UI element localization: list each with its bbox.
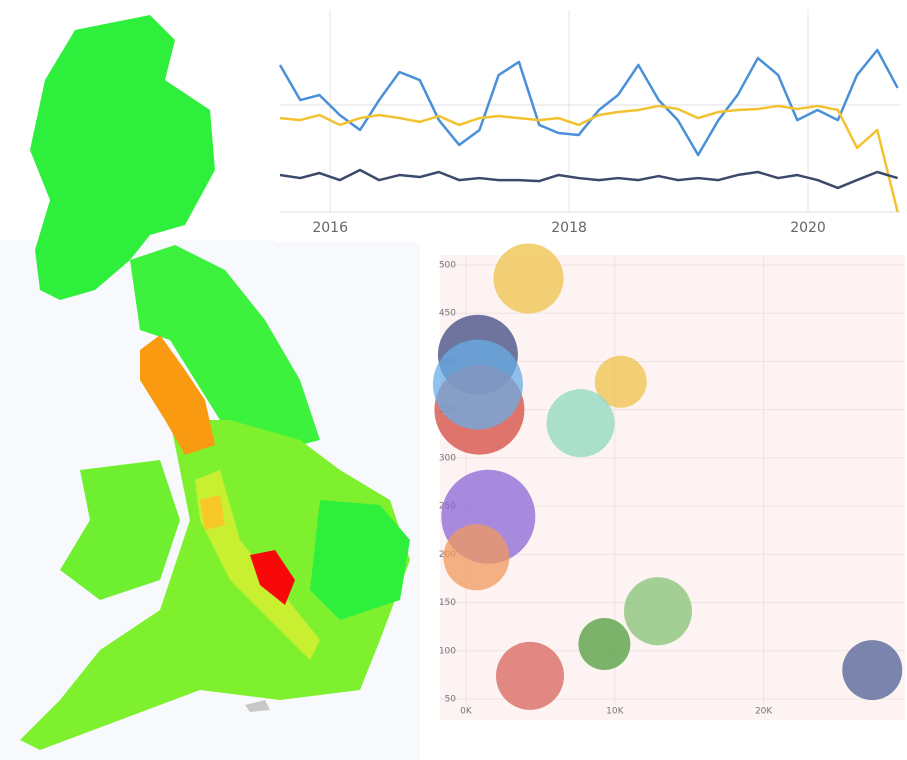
plot-background bbox=[440, 255, 905, 720]
x-tick-label: 2020 bbox=[790, 220, 826, 236]
y-tick-label: 50 bbox=[445, 695, 457, 705]
region-amber bbox=[200, 495, 225, 530]
bubble bbox=[441, 469, 536, 564]
y-tick-label: 200 bbox=[439, 550, 456, 560]
series-line bbox=[278, 48, 899, 157]
y-tick-label: 300 bbox=[439, 453, 456, 463]
y-tick-label: 150 bbox=[439, 598, 456, 608]
y-tick-label: 500 bbox=[439, 261, 456, 271]
bubble bbox=[594, 355, 647, 408]
x-tick-label: 0K bbox=[460, 707, 473, 717]
bubble bbox=[578, 618, 631, 671]
region-red bbox=[250, 550, 295, 605]
bubble bbox=[443, 524, 510, 591]
x-tick-label: 2018 bbox=[551, 220, 587, 236]
region-grey bbox=[245, 700, 270, 712]
region-england bbox=[20, 420, 410, 750]
y-tick-label: 400 bbox=[439, 357, 456, 367]
x-tick-label: 10K bbox=[606, 707, 624, 717]
region-north bbox=[130, 245, 320, 450]
line-chart: 2016 2018 2020 bbox=[275, 0, 907, 242]
bubble bbox=[437, 314, 518, 395]
bubble bbox=[434, 364, 525, 455]
region-scotland bbox=[30, 15, 215, 300]
region-orange bbox=[140, 335, 215, 455]
y-tick-label: 450 bbox=[439, 309, 456, 319]
region-wales bbox=[60, 460, 180, 600]
bubble bbox=[546, 389, 615, 458]
bubble bbox=[623, 577, 692, 646]
series-line bbox=[279, 168, 898, 190]
x-tick-label: 20K bbox=[755, 707, 773, 717]
bubble bbox=[495, 641, 564, 710]
y-tick-label: 250 bbox=[439, 502, 456, 512]
region-east bbox=[310, 500, 410, 620]
bubble bbox=[493, 243, 564, 314]
y-tick-label: 100 bbox=[439, 646, 456, 656]
bubble bbox=[842, 640, 903, 701]
series-line bbox=[279, 104, 899, 213]
bubble bbox=[432, 339, 523, 430]
y-tick-label: 350 bbox=[439, 405, 456, 415]
map bbox=[0, 15, 420, 760]
x-tick-label: 2016 bbox=[312, 220, 348, 236]
